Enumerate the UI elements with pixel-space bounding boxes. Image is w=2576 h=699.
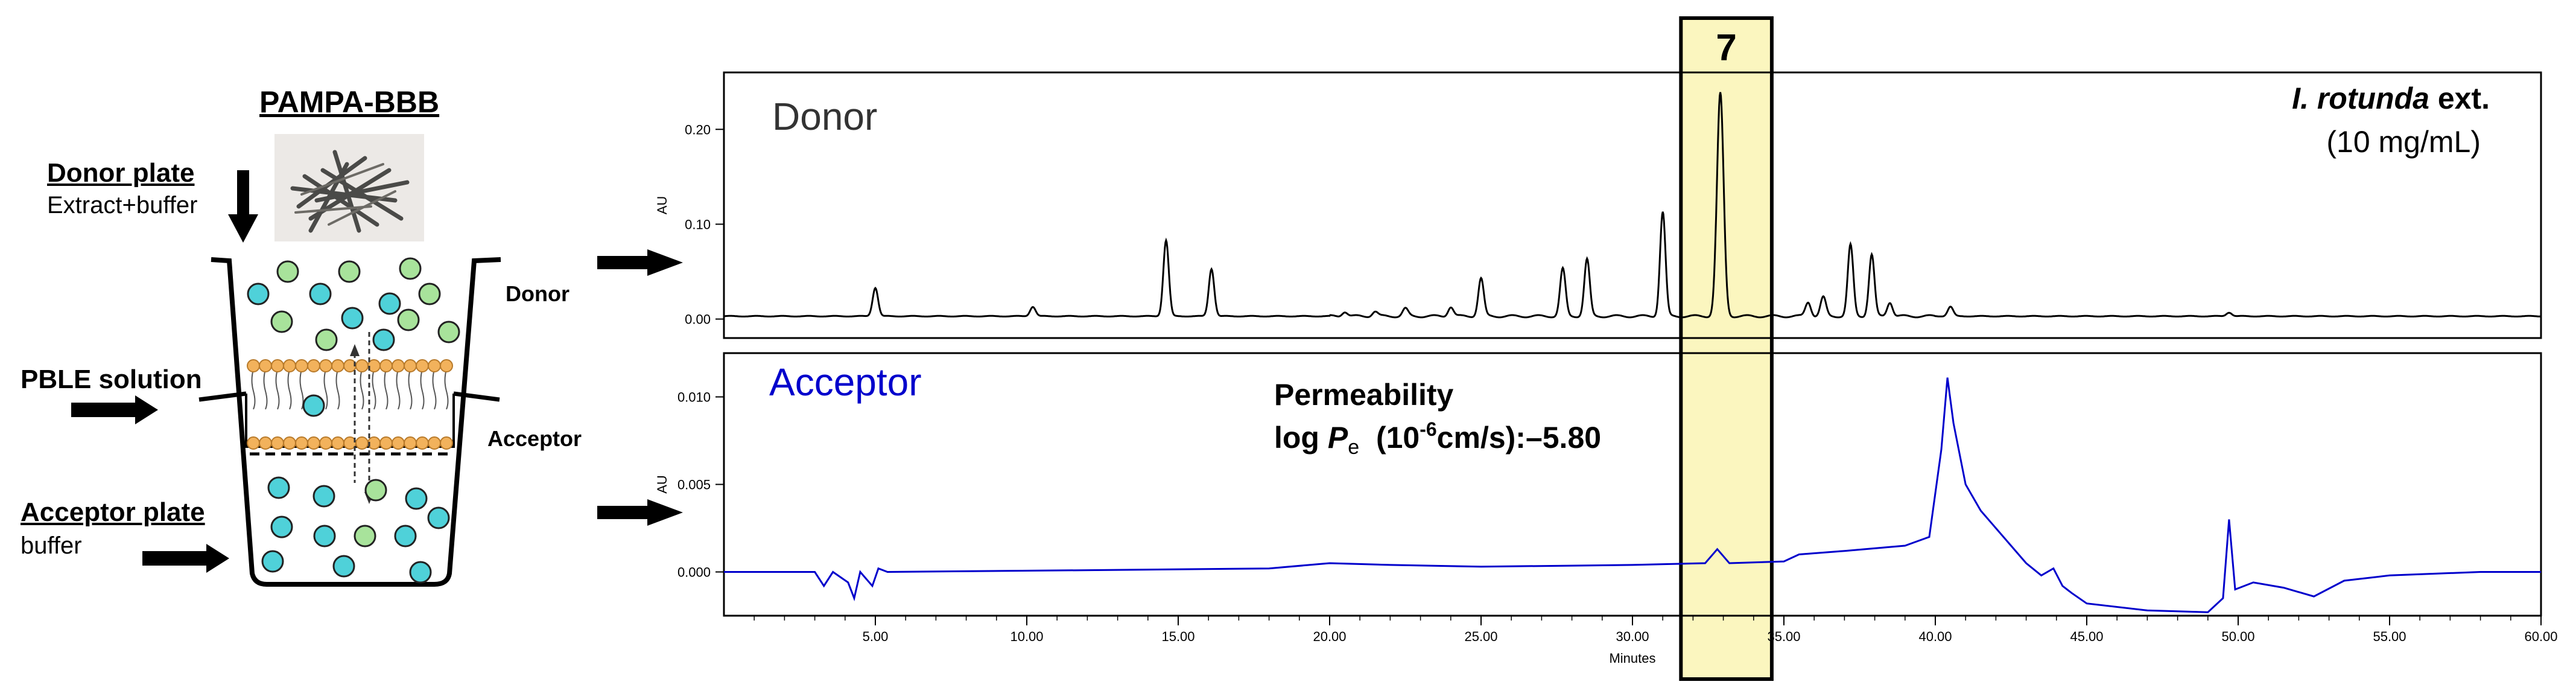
- acceptor-side-label: Acceptor: [487, 426, 582, 451]
- donor-chromatogram-line: [723, 92, 2541, 319]
- donor-plate-label: Donor plate: [47, 158, 195, 188]
- donor-plot-label: Donor: [772, 95, 877, 138]
- x-axis-tick-label: 55.00: [2373, 629, 2406, 644]
- arrow-icons: [71, 170, 683, 573]
- x-axis-tick-label: 5.00: [863, 629, 889, 644]
- permeability-heading: Permeability: [1274, 378, 1454, 412]
- x-axis-tick-label: 25.00: [1464, 629, 1497, 644]
- pampa-well-diagram: [71, 170, 683, 587]
- acceptor-y-axis-tick-label: 0.010: [677, 390, 711, 405]
- x-axis-tick-label: 20.00: [1313, 629, 1346, 644]
- donor-side-label: Donor: [506, 281, 569, 306]
- unit-exponent: -6: [1420, 418, 1436, 440]
- donor-y-axis: 0.00 0.10 0.20 AU: [655, 122, 724, 327]
- x-axis-label: Minutes: [1609, 651, 1655, 666]
- peak-7-highlight: [1679, 16, 1774, 681]
- donor-y-axis-label: AU: [655, 196, 670, 215]
- x-axis-tick-label: 30.00: [1616, 629, 1649, 644]
- x-axis: 5.00 10.00 15.00 20.00 25.00 30.00 35.00 40.00 4…: [753, 616, 2558, 644]
- membrane-label: PBLE solution: [21, 365, 202, 394]
- schematic-title: PAMPA-BBB: [259, 85, 440, 119]
- acceptor-y-axis: 0.000 0.005 0.010 AU: [655, 390, 724, 580]
- x-axis-tick-label: 60.00: [2524, 629, 2557, 644]
- pe-symbol: P: [1328, 421, 1348, 455]
- acceptor-chromatogram-line: [724, 377, 2541, 613]
- donor-y-axis-tick-label: 0.20: [685, 122, 711, 137]
- acceptor-plot-frame: [723, 352, 2542, 617]
- acceptor-plate-label: Acceptor plate: [21, 497, 205, 527]
- donor-plot-frame: [723, 71, 2542, 339]
- acceptor-plate-content: buffer: [21, 532, 82, 559]
- donor-y-axis-tick-label: 0.00: [685, 312, 711, 327]
- x-axis-tick-label: 40.00: [1918, 629, 1952, 644]
- log-text: log: [1274, 421, 1328, 455]
- annotation-suffix: ext.: [2429, 81, 2490, 115]
- herb-sample-photo-icon: [274, 134, 424, 241]
- peak-7-label: 7: [1716, 27, 1736, 69]
- permeability-value-line: log Pe (10-6cm/s):–5.80: [1274, 418, 1601, 459]
- x-axis-tick-label: 45.00: [2070, 629, 2103, 644]
- x-axis-tick-label: 35.00: [1767, 629, 1800, 644]
- annotation-species: I. rotunda: [2292, 81, 2429, 115]
- acceptor-plot-label: Acceptor: [769, 360, 922, 404]
- x-axis-tick-label: 15.00: [1161, 629, 1194, 644]
- donor-concentration: (10 mg/mL): [2326, 125, 2481, 159]
- x-axis-tick-label: 50.00: [2221, 629, 2254, 644]
- acceptor-y-axis-label: AU: [655, 475, 670, 494]
- donor-y-axis-tick-label: 0.10: [685, 217, 711, 232]
- donor-plate-content: Extract+buffer: [47, 192, 198, 219]
- donor-annotation: I. rotunda ext.: [2292, 81, 2490, 115]
- pe-subscript: e: [1348, 436, 1359, 459]
- unit-open: (10: [1359, 421, 1420, 455]
- acceptor-y-axis-tick-label: 0.005: [677, 477, 711, 493]
- log-pe-value: –5.80: [1526, 421, 1601, 455]
- x-axis-tick-label: 10.00: [1010, 629, 1043, 644]
- acceptor-y-axis-tick-label: 0.000: [677, 565, 711, 580]
- unit-close: cm/s):: [1437, 421, 1526, 455]
